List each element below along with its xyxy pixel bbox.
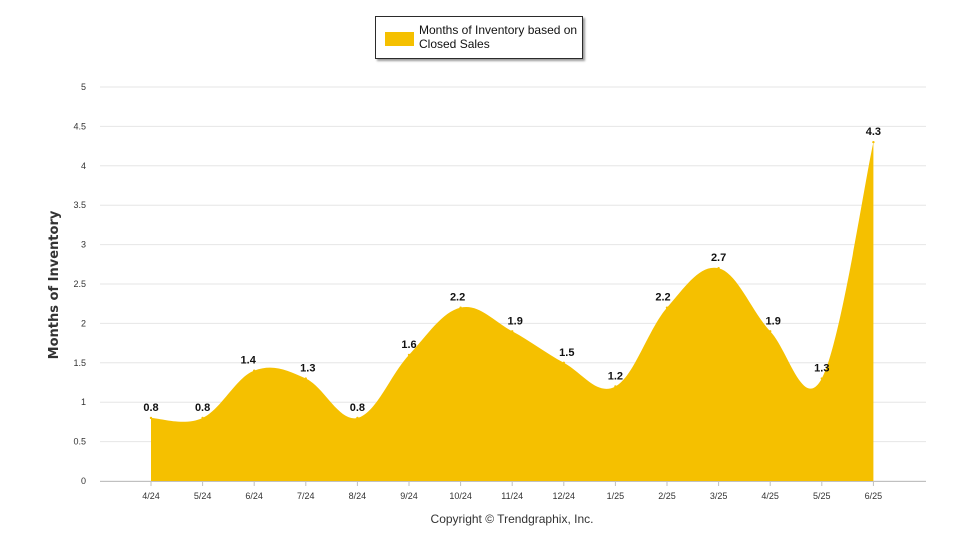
y-tick-label: 0.5: [73, 437, 86, 447]
x-tick-label: 5/25: [813, 491, 831, 501]
x-tick-label: 9/24: [400, 491, 418, 501]
data-label: 1.4: [241, 355, 257, 367]
x-tick-label: 6/24: [245, 491, 263, 501]
data-label: 1.9: [766, 315, 781, 327]
y-axis-ticks: 0 0.5 1 1.5 2 2.5 3 3.5 4 4.5 5: [73, 82, 86, 486]
data-point: [769, 330, 772, 333]
y-tick-label: 2: [81, 318, 86, 328]
y-tick-label: 4.5: [73, 121, 86, 131]
legend-swatch: [385, 32, 414, 46]
x-tick-label: 5/24: [194, 491, 212, 501]
data-label: 2.2: [655, 292, 670, 304]
data-point: [820, 377, 823, 380]
x-tick-label: 3/25: [710, 491, 728, 501]
x-tick-label: 1/25: [607, 491, 625, 501]
y-tick-label: 3: [81, 240, 86, 250]
copyright-text: Copyright © Trendgraphix, Inc.: [430, 512, 594, 526]
y-tick-label: 2.5: [73, 279, 86, 289]
data-label: 1.2: [608, 370, 623, 382]
data-labels: 0.8 0.8 1.4 1.3 0.8 1.6 2.2 1.9 1.5 1.2 2.2 2.7 1.9 1…: [143, 126, 881, 414]
data-point: [614, 385, 617, 388]
data-label: 1.6: [401, 339, 416, 351]
data-label: 4.3: [866, 126, 881, 138]
x-tick-label: 4/24: [142, 491, 160, 501]
data-point: [511, 330, 514, 333]
y-axis-label: Months of Inventory: [47, 210, 62, 359]
x-tick-label: 12/24: [553, 491, 576, 501]
data-label: 1.5: [559, 347, 574, 359]
y-tick-label: 0: [81, 476, 86, 486]
x-tick-label: 7/24: [297, 491, 315, 501]
x-tick-label: 8/24: [349, 491, 367, 501]
y-tick-label: 1: [81, 397, 86, 407]
data-point: [356, 416, 359, 420]
x-tick-label: 2/25: [658, 491, 676, 501]
data-point: [149, 416, 153, 420]
data-label: 0.8: [143, 402, 158, 414]
y-tick-label: 5: [81, 82, 86, 92]
area-series: [149, 140, 875, 481]
data-point: [201, 416, 204, 420]
x-tick-label: 6/25: [865, 491, 883, 501]
data-label: 1.9: [508, 315, 523, 327]
x-tick-label: 4/25: [761, 491, 779, 501]
y-tick-label: 3.5: [73, 200, 86, 210]
legend: Months of Inventory based on Closed Sale…: [375, 16, 583, 59]
data-point: [459, 306, 462, 309]
data-point: [407, 353, 411, 357]
x-axis: 4/24 5/24 6/24 7/24 8/24 9/24 10/24 11/24 12/24 1…: [100, 481, 926, 501]
data-point: [562, 361, 565, 364]
data-label: 2.7: [711, 252, 726, 264]
area-fill: [151, 142, 874, 481]
legend-label: Months of Inventory based on Closed Sale…: [419, 23, 578, 51]
data-point: [872, 140, 875, 144]
data-point: [665, 306, 669, 309]
y-tick-label: 1.5: [73, 358, 86, 368]
data-label: 0.8: [350, 402, 365, 414]
data-label: 2.2: [450, 292, 465, 304]
data-point: [253, 369, 256, 372]
data-label: 1.3: [300, 363, 315, 375]
data-point: [717, 267, 720, 270]
data-point: [304, 377, 307, 380]
data-label: 0.8: [195, 402, 210, 414]
y-tick-label: 4: [81, 161, 86, 171]
data-label: 1.3: [814, 363, 829, 375]
x-tick-label: 10/24: [449, 491, 472, 501]
x-tick-label: 11/24: [501, 491, 523, 501]
